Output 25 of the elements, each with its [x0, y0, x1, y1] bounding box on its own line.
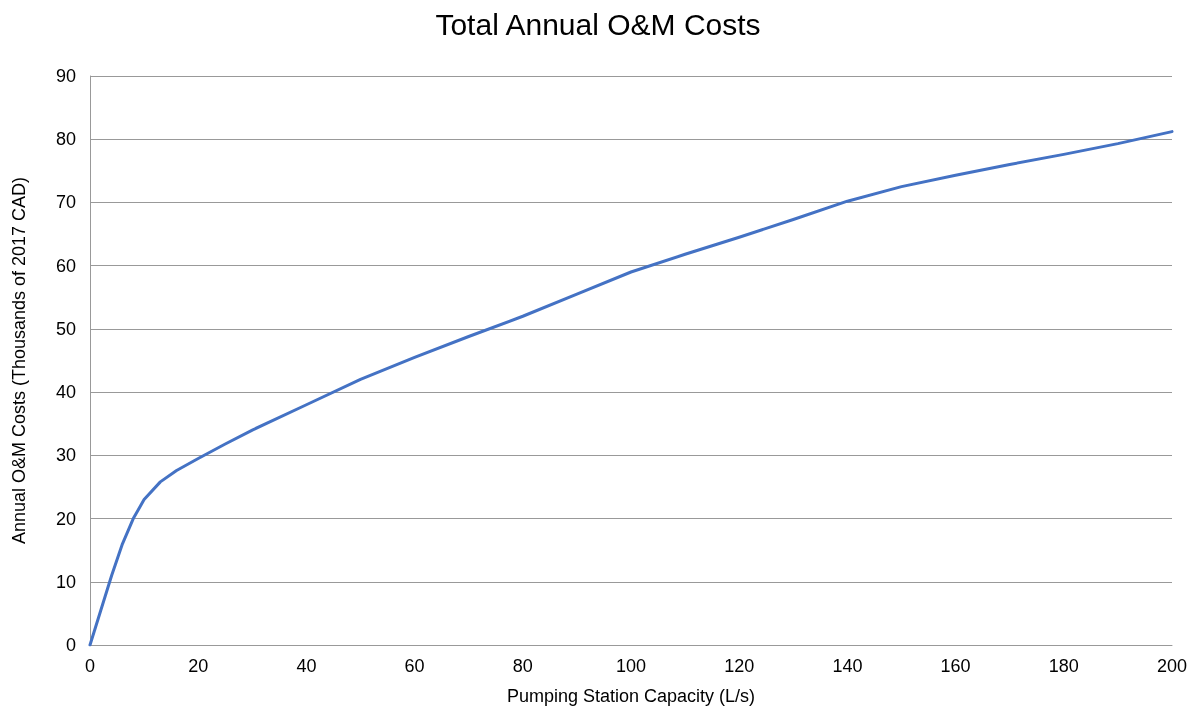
y-tick-label: 70: [55, 192, 76, 213]
chart-title: Total Annual O&M Costs: [435, 7, 761, 41]
x-tick-label: 40: [296, 656, 317, 676]
x-axis-title: Pumping Station Capacity (L/s): [506, 686, 756, 706]
y-tick-label: 80: [55, 129, 76, 150]
x-tick-label: 200: [1156, 656, 1188, 676]
y-tick-label: 30: [55, 445, 76, 466]
y-tick-label: 60: [55, 255, 76, 276]
y-tick-label: 50: [55, 318, 76, 339]
y-axis-title: Annual O&M Costs (Thousands of 2017 CAD): [9, 176, 29, 545]
x-tick-label: 160: [940, 656, 971, 676]
x-tick-label: 140: [832, 656, 863, 676]
x-tick-label: 0: [84, 656, 96, 676]
x-tick-label: 60: [404, 656, 425, 676]
y-tick-label: 10: [55, 571, 76, 592]
y-tick-label: 90: [55, 66, 76, 86]
y-tick-label: 40: [55, 382, 76, 403]
x-tick-label: 20: [188, 656, 209, 676]
y-tick-label: 20: [55, 508, 76, 529]
line-series: [88, 130, 1174, 647]
x-tick-label: 180: [1048, 656, 1079, 676]
y-tick-label: 0: [65, 635, 76, 655]
x-tick-label: 120: [724, 656, 755, 676]
x-tick-label: 100: [615, 656, 647, 676]
x-tick-label: 80: [512, 656, 533, 676]
